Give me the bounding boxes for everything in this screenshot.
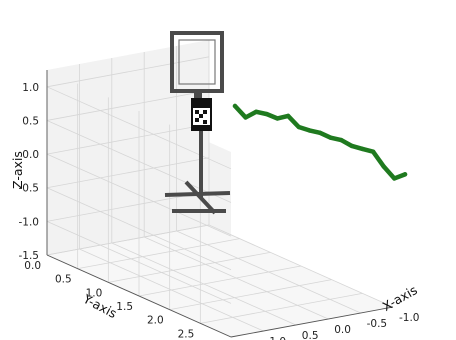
- z-tick-label: -0.5: [19, 183, 40, 195]
- tick-labels: -1.5 -1.0 -0.5 0.0 0.5 1.0 0.0 0.5 1.0 1.5 2.0 2.5 -…: [19, 82, 420, 340]
- x-tick-label: -0.5: [367, 318, 388, 330]
- grid-back-z: [46, 56, 210, 88]
- x-axis-label: X-axis: [380, 282, 420, 314]
- series-point: [275, 116, 280, 121]
- stand-foot-3: [184, 180, 217, 215]
- z-tick-label: -1.5: [19, 250, 40, 262]
- grid-back-z: [46, 157, 210, 189]
- series-point: [296, 124, 301, 130]
- z-tick-label: 0.0: [22, 149, 39, 161]
- series-point: [317, 130, 323, 136]
- frame-base-plate: [194, 91, 202, 98]
- x-axis-line: [230, 306, 394, 338]
- z-tick-label: 0.5: [22, 115, 39, 127]
- axes: [46, 70, 394, 338]
- back-wall: [47, 40, 209, 255]
- x-tick-label: -1.0: [399, 312, 420, 324]
- grid-left-z: [46, 187, 232, 271]
- series-point: [360, 146, 365, 152]
- series-point: [370, 149, 376, 154]
- series-point: [349, 143, 355, 149]
- series-line-0: [232, 103, 408, 181]
- stand-object: [164, 31, 231, 215]
- grid-floor-y: [138, 265, 302, 297]
- series-point: [402, 172, 408, 177]
- z-tick-label: 1.0: [22, 82, 39, 94]
- y-tick-label: 1.5: [116, 301, 133, 313]
- series-point: [339, 137, 344, 143]
- grid-floor-y: [200, 292, 363, 324]
- series-point: [307, 128, 312, 133]
- z-tick-label: -1.0: [19, 216, 40, 228]
- y-axis-line: [46, 254, 232, 338]
- series-point: [328, 135, 333, 140]
- grid-back-z: [46, 224, 210, 256]
- y-tick-label: 0.0: [24, 260, 41, 272]
- y-tick-label: 2.5: [178, 328, 195, 340]
- grid: [46, 40, 394, 338]
- trajectory-series: [232, 103, 408, 181]
- series-point: [285, 113, 291, 119]
- grid-floor-y: [77, 238, 240, 270]
- series-point: [264, 111, 270, 117]
- grid-left-z: [46, 220, 232, 304]
- grid-back-z: [46, 123, 210, 155]
- frame-inner: [178, 39, 216, 85]
- y-tick-label: 0.5: [55, 274, 72, 286]
- x-tick-label: 1.0: [269, 336, 286, 340]
- y-tick-label: 2.0: [147, 315, 164, 327]
- series-point: [232, 103, 238, 109]
- aruco-marker: [193, 108, 210, 125]
- grid-back-z: [46, 90, 210, 121]
- grid-floor-y: [169, 279, 332, 311]
- z-axis-label: Z-axis: [10, 151, 25, 189]
- x-tick-label: 0.5: [302, 330, 319, 340]
- series-point: [392, 176, 397, 181]
- y-tick-label: 1.0: [86, 287, 103, 299]
- grid-left-z: [46, 153, 232, 237]
- series-point: [243, 115, 248, 120]
- grid-floor-y: [108, 251, 271, 283]
- x-tick-label: 0.0: [334, 324, 351, 336]
- series-point: [254, 109, 259, 114]
- series-point: [381, 164, 386, 169]
